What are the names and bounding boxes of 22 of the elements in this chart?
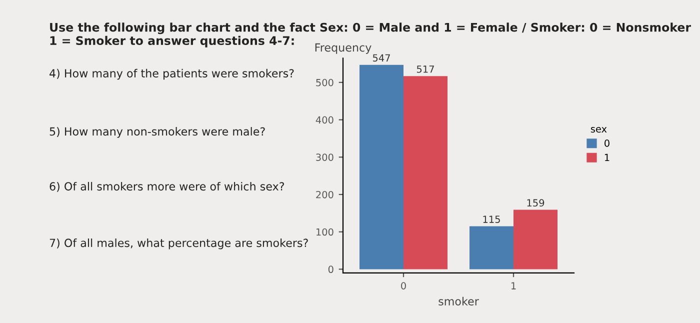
bar [360,64,404,270]
legend-title: sex [590,127,607,133]
text: 7) Of all males, what percentage are smokers? [50,238,308,250]
text: 4) How many of the patients were smokers? [50,68,294,80]
y-tick-label: 200 [316,190,334,198]
text: 6) Of all smokers more were of which sex? [50,182,284,192]
bar [470,226,514,270]
legend-label: 1 [604,154,610,162]
y-tick-label: 0 [328,266,334,274]
y-tick-label: 500 [316,78,334,86]
text: 5) How many non-smokers were male? [50,127,265,138]
x-axis-title: smoker [438,296,479,306]
data-label: 115 [483,216,500,223]
y-tick-label: 400 [316,116,334,124]
bar [404,76,448,270]
bar [514,210,558,270]
y-tick-label: 300 [316,154,334,161]
y-tick-label: 100 [316,228,334,236]
data-label: 547 [372,54,390,62]
data-label: 159 [527,199,544,207]
data-label: 517 [416,66,434,73]
legend-label: 0 [604,140,610,147]
